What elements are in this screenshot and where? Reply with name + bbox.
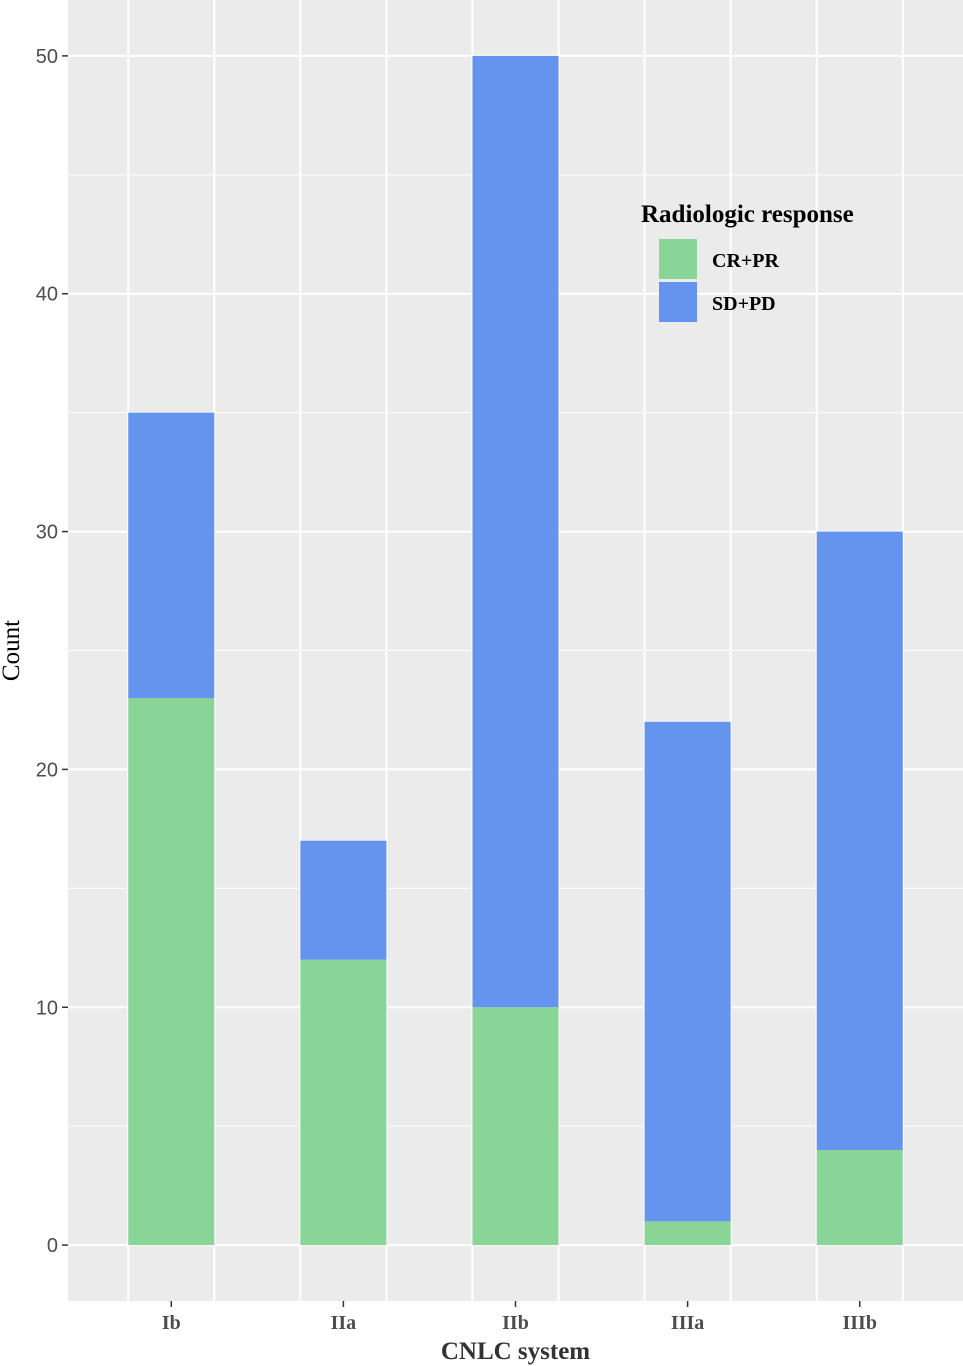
legend-key-SD+PD xyxy=(659,282,697,322)
bar-IIIa-CR+PR xyxy=(644,1221,731,1246)
x-axis: Ib IIa IIb IIIa IIIb xyxy=(162,1301,877,1334)
bar-IIb-SD+PD xyxy=(472,55,559,1008)
x-tick-label: IIIb xyxy=(842,1312,876,1334)
legend-label: CR+PR xyxy=(712,250,780,272)
y-tick-label: 10 xyxy=(36,997,58,1019)
x-tick-label: IIa xyxy=(331,1312,357,1334)
bar-IIb-CR+PR xyxy=(472,1007,559,1246)
legend-key-CR+PR xyxy=(659,239,697,279)
y-tick-label: 30 xyxy=(36,522,58,544)
bar-IIIb-SD+PD xyxy=(816,531,903,1150)
x-tick-label: Ib xyxy=(162,1312,181,1334)
bar-IIa-SD+PD xyxy=(300,840,387,960)
bar-IIIa-SD+PD xyxy=(644,721,731,1222)
bar-Ib-SD+PD xyxy=(128,412,215,699)
legend: Radiologic response CR+PR SD+PD xyxy=(641,201,854,322)
y-tick-label: 20 xyxy=(36,759,58,781)
x-axis-title: CNLC system xyxy=(441,1338,590,1365)
bar-IIa-CR+PR xyxy=(300,959,387,1246)
y-axis-title: Count xyxy=(0,620,25,681)
x-tick-label: IIIa xyxy=(671,1312,704,1334)
bar-IIIb-CR+PR xyxy=(816,1149,903,1246)
bar-Ib-CR+PR xyxy=(128,698,215,1246)
y-axis: 0 10 20 30 40 50 xyxy=(36,46,68,1257)
legend-title: Radiologic response xyxy=(641,201,854,228)
x-tick-label: IIb xyxy=(502,1312,529,1334)
bar-stacks xyxy=(128,55,903,1246)
legend-label: SD+PD xyxy=(712,293,776,315)
y-tick-label: 50 xyxy=(36,46,58,68)
y-tick-label: 40 xyxy=(36,284,58,306)
y-tick-label: 0 xyxy=(47,1235,58,1257)
